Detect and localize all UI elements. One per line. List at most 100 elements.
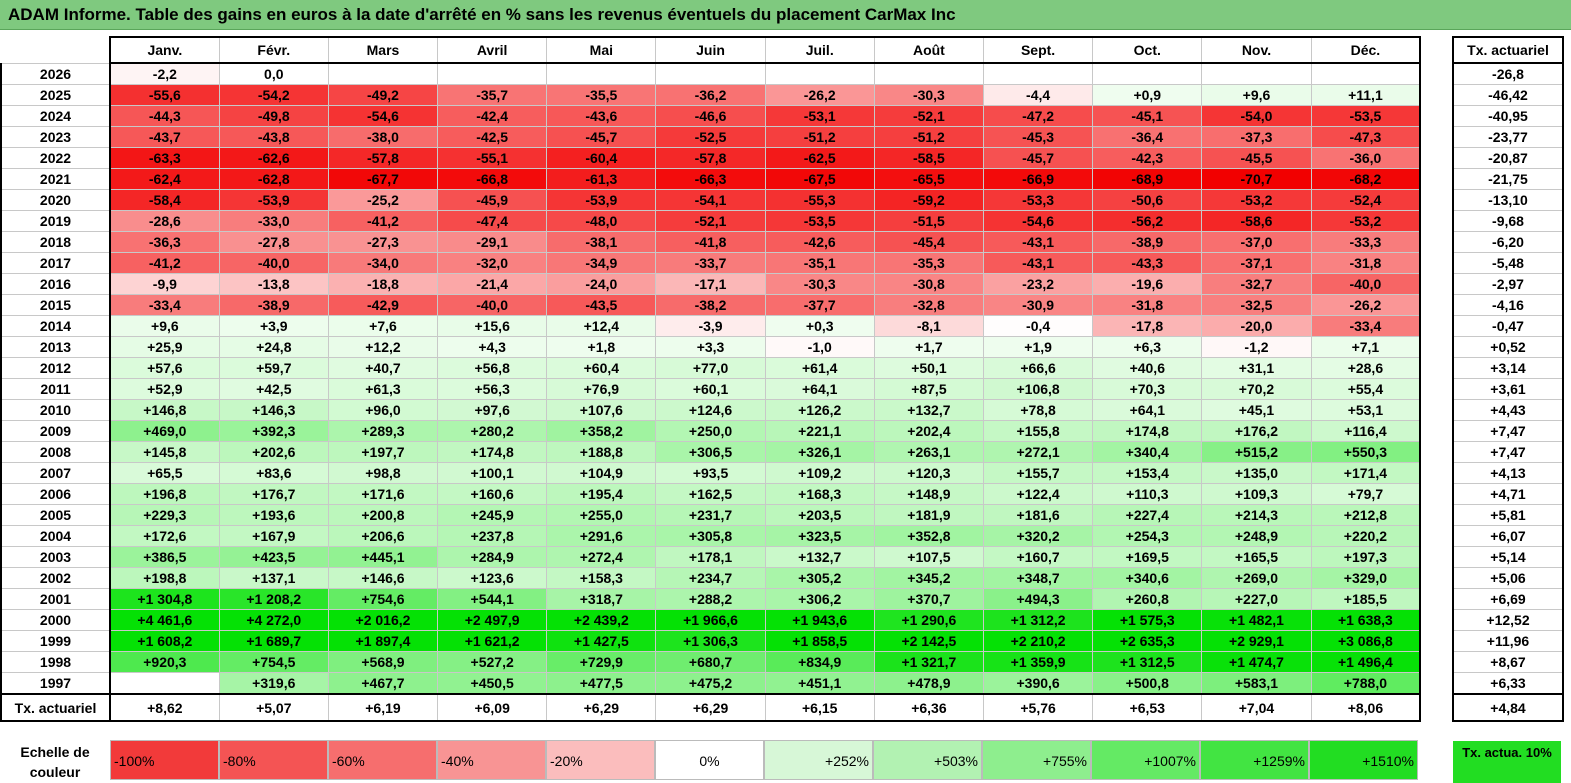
value-cell bbox=[327, 62, 439, 85]
value-cell: -52,1 bbox=[873, 105, 985, 127]
value-cell: -33,0 bbox=[218, 210, 329, 232]
value-cell: +15,6 bbox=[437, 315, 548, 337]
value-cell: +56,3 bbox=[437, 378, 548, 400]
value-cell: -38,9 bbox=[1092, 231, 1203, 253]
value-cell: -1,2 bbox=[1201, 336, 1312, 358]
value-cell: +1 474,7 bbox=[1201, 651, 1312, 673]
value-cell: -41,8 bbox=[655, 231, 766, 253]
value-cell: -32,7 bbox=[1201, 273, 1312, 295]
tx-actuariel-month-cell: +6,53 bbox=[1092, 693, 1203, 722]
value-cell: -57,8 bbox=[655, 147, 766, 169]
tx-actuariel-month-cell: +6,29 bbox=[546, 693, 657, 722]
value-cell: -62,6 bbox=[218, 147, 329, 169]
tx-actuariel-month-cell: +6,15 bbox=[764, 693, 875, 722]
value-cell: -35,7 bbox=[437, 84, 548, 106]
corner-cell bbox=[1, 37, 110, 63]
tx-actuariel-month-cell: +6,09 bbox=[437, 693, 548, 722]
value-cell: -68,9 bbox=[1092, 168, 1203, 190]
month-header: Avril bbox=[437, 36, 548, 64]
year-label: 2003 bbox=[0, 546, 111, 568]
value-cell: -38,1 bbox=[546, 231, 657, 253]
tx-actuariel-month-cell: +5,07 bbox=[218, 693, 329, 722]
value-cell: -49,8 bbox=[218, 105, 329, 127]
year-label: 2020 bbox=[0, 189, 111, 211]
year-label: 2017 bbox=[0, 252, 111, 274]
value-cell: +340,6 bbox=[1092, 567, 1203, 589]
value-cell: +42,5 bbox=[218, 378, 329, 400]
value-cell: -45,9 bbox=[437, 189, 548, 211]
year-label: 2009 bbox=[0, 420, 111, 442]
value-cell: +1 427,5 bbox=[546, 630, 657, 652]
value-cell: +123,6 bbox=[437, 567, 548, 589]
value-cell: -32,8 bbox=[873, 294, 985, 316]
value-cell: -3,9 bbox=[655, 315, 766, 337]
value-cell: -40,0 bbox=[1310, 273, 1422, 295]
value-cell: -55,3 bbox=[764, 189, 875, 211]
tx-actuariel-cell: +6,69 bbox=[1452, 588, 1564, 610]
value-cell: +28,6 bbox=[1310, 357, 1422, 379]
value-cell: +70,3 bbox=[1092, 378, 1203, 400]
value-cell: +284,9 bbox=[437, 546, 548, 568]
value-cell: +153,4 bbox=[1092, 462, 1203, 484]
value-cell: +169,5 bbox=[1092, 546, 1203, 568]
value-cell: +4 272,0 bbox=[218, 609, 329, 631]
value-cell: +137,1 bbox=[218, 567, 329, 589]
value-cell: +269,0 bbox=[1201, 567, 1312, 589]
tx-actuariel-cell: -5,48 bbox=[1452, 252, 1564, 274]
value-cell: +203,5 bbox=[764, 504, 875, 526]
value-cell: -17,8 bbox=[1092, 315, 1203, 337]
value-cell: -44,3 bbox=[109, 105, 220, 127]
table-row: 2018 -36,3 -27,8 -27,3 -29,1 -38,1 -41,8 -42,6-… bbox=[0, 231, 1422, 253]
value-cell: -47,4 bbox=[437, 210, 548, 232]
value-cell: +450,5 bbox=[437, 672, 548, 695]
value-cell: -45,1 bbox=[1092, 105, 1203, 127]
value-cell: +50,1 bbox=[873, 357, 985, 379]
value-cell: -50,6 bbox=[1092, 189, 1203, 211]
value-cell: -43,1 bbox=[982, 252, 1094, 274]
value-cell: +358,2 bbox=[546, 420, 657, 442]
value-cell: -53,1 bbox=[764, 105, 875, 127]
value-cell: +1 290,6 bbox=[873, 609, 985, 631]
value-cell: -70,7 bbox=[1201, 168, 1312, 190]
value-cell: -26,2 bbox=[764, 84, 875, 106]
value-cell: +40,6 bbox=[1092, 357, 1203, 379]
year-label: 2019 bbox=[0, 210, 111, 232]
value-cell: -56,2 bbox=[1092, 210, 1203, 232]
value-cell: +2 929,1 bbox=[1201, 630, 1312, 652]
value-cell: -49,2 bbox=[327, 84, 439, 106]
value-cell: -36,2 bbox=[655, 84, 766, 106]
value-cell: +500,8 bbox=[1092, 672, 1203, 695]
value-cell: +260,8 bbox=[1092, 588, 1203, 610]
year-label: 2006 bbox=[0, 483, 111, 505]
value-cell: +237,8 bbox=[437, 525, 548, 547]
value-cell: +122,4 bbox=[982, 483, 1094, 505]
value-cell: -58,4 bbox=[109, 189, 220, 211]
value-cell: -42,5 bbox=[437, 126, 548, 148]
tx-actuariel-cell: +6,07 bbox=[1452, 525, 1564, 547]
value-cell: -30,8 bbox=[873, 273, 985, 295]
tx-actuariel-cell: -21,75 bbox=[1452, 168, 1564, 190]
value-cell: -8,1 bbox=[873, 315, 985, 337]
value-cell: +174,8 bbox=[1092, 420, 1203, 442]
value-cell: +145,8 bbox=[109, 441, 220, 463]
value-cell: -45,3 bbox=[982, 126, 1094, 148]
value-cell: +12,4 bbox=[546, 315, 657, 337]
table-row: 1998 +920,3 +754,5 +568,9 +527,2 +729,9 +680,7… bbox=[0, 651, 1422, 673]
value-cell: -62,8 bbox=[218, 168, 329, 190]
value-cell: -61,3 bbox=[546, 168, 657, 190]
value-cell: +2 142,5 bbox=[873, 630, 985, 652]
value-cell: +12,2 bbox=[327, 336, 439, 358]
year-label: 2013 bbox=[0, 336, 111, 358]
value-cell: -37,0 bbox=[1201, 231, 1312, 253]
value-cell: +76,9 bbox=[546, 378, 657, 400]
year-label: 2000 bbox=[0, 609, 111, 631]
value-cell: +245,9 bbox=[437, 504, 548, 526]
value-cell: +160,6 bbox=[437, 483, 548, 505]
value-cell: +467,7 bbox=[327, 672, 439, 695]
table-row: 1999 +1 608,2 +1 689,7 +1 897,4 +1 621,2 +1 4… bbox=[0, 630, 1422, 652]
value-cell: -33,3 bbox=[1310, 231, 1422, 253]
value-cell: -60,4 bbox=[546, 147, 657, 169]
value-cell: +2 439,2 bbox=[546, 609, 657, 631]
value-cell: +167,9 bbox=[218, 525, 329, 547]
value-cell: +53,1 bbox=[1310, 399, 1422, 421]
